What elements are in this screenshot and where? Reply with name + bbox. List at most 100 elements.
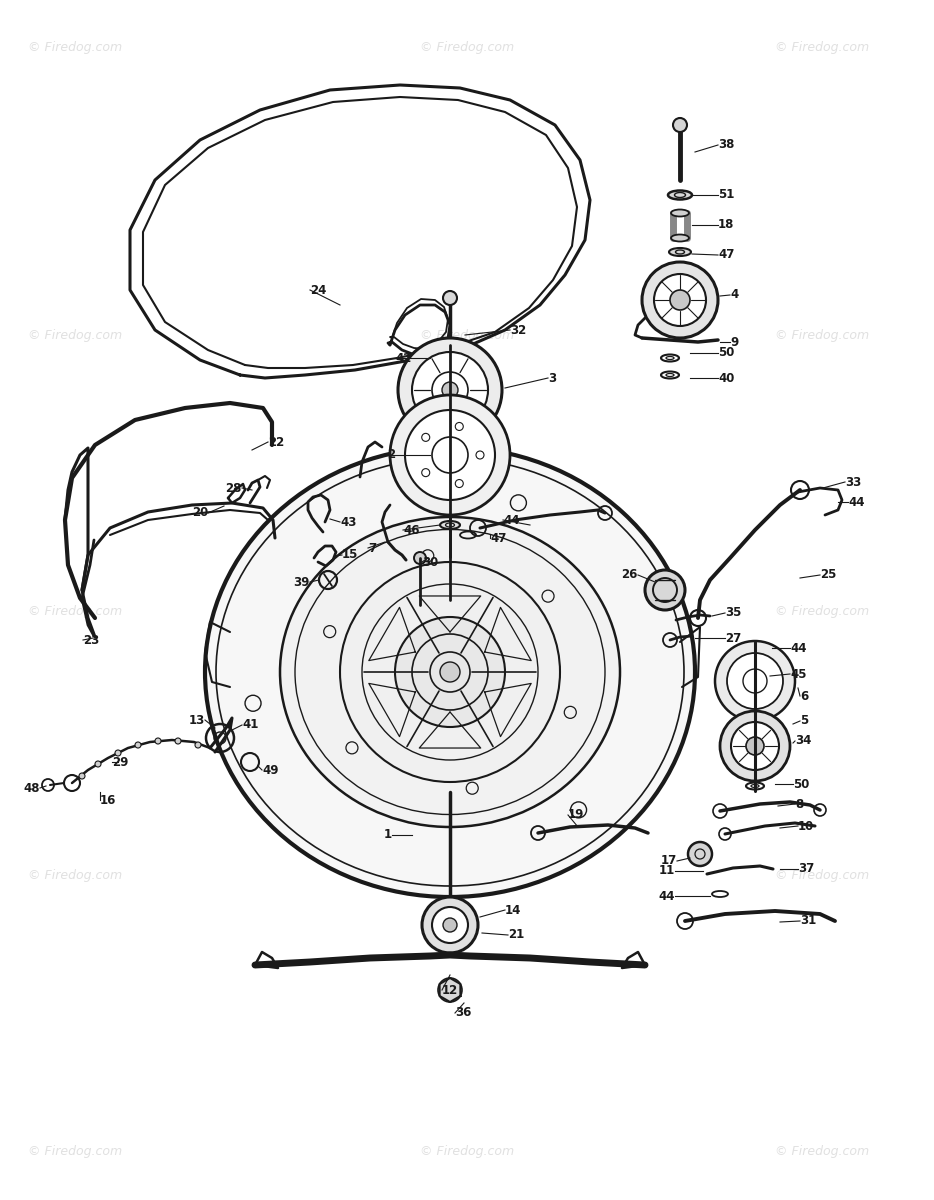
Circle shape (670, 290, 690, 310)
Text: 39: 39 (293, 576, 310, 588)
Circle shape (79, 773, 85, 779)
Text: © Firedog.com: © Firedog.com (420, 870, 514, 882)
Circle shape (443, 290, 457, 305)
Text: © Firedog.com: © Firedog.com (28, 870, 121, 882)
Circle shape (422, 898, 478, 953)
Text: 1: 1 (384, 828, 392, 841)
Text: 33: 33 (845, 475, 861, 488)
Text: © Firedog.com: © Firedog.com (420, 1146, 514, 1158)
Text: 18: 18 (718, 218, 734, 232)
Text: 47: 47 (490, 532, 506, 545)
Text: 23: 23 (83, 634, 99, 647)
Text: 38: 38 (718, 138, 734, 151)
Circle shape (390, 395, 510, 515)
Text: 16: 16 (100, 793, 117, 806)
Text: 47: 47 (718, 248, 734, 262)
Circle shape (95, 761, 101, 767)
Text: 8: 8 (795, 798, 803, 810)
Text: 26: 26 (622, 569, 638, 582)
Circle shape (673, 118, 687, 132)
Circle shape (642, 262, 718, 338)
Text: © Firedog.com: © Firedog.com (775, 870, 869, 882)
Circle shape (412, 352, 488, 428)
Text: 29: 29 (112, 756, 128, 768)
Text: 36: 36 (455, 1007, 472, 1020)
Circle shape (432, 907, 468, 943)
Text: 19: 19 (568, 809, 585, 822)
Ellipse shape (671, 210, 689, 216)
Text: 12: 12 (442, 984, 459, 996)
Text: © Firedog.com: © Firedog.com (399, 670, 535, 686)
Text: 44: 44 (658, 889, 675, 902)
Text: 44: 44 (848, 496, 865, 509)
Text: 46: 46 (403, 523, 419, 536)
Text: 50: 50 (718, 347, 734, 360)
Text: © Firedog.com: © Firedog.com (420, 606, 514, 618)
Text: 14: 14 (505, 904, 521, 917)
Text: 7: 7 (368, 541, 376, 554)
Ellipse shape (671, 234, 689, 241)
Circle shape (398, 338, 502, 442)
Circle shape (727, 653, 783, 709)
Circle shape (195, 742, 201, 748)
Circle shape (405, 410, 495, 500)
Circle shape (437, 346, 463, 371)
Text: 28: 28 (226, 481, 242, 494)
Text: 21: 21 (508, 929, 524, 942)
Text: 34: 34 (795, 734, 812, 748)
Text: 15: 15 (342, 548, 359, 562)
Text: 41: 41 (242, 719, 259, 732)
Text: 35: 35 (725, 606, 742, 619)
Text: 44: 44 (790, 642, 806, 654)
Text: 44: 44 (503, 514, 519, 527)
Ellipse shape (669, 248, 691, 256)
Text: 37: 37 (798, 863, 814, 876)
Circle shape (442, 382, 458, 398)
Circle shape (746, 737, 764, 755)
Circle shape (115, 750, 121, 756)
Circle shape (135, 742, 141, 748)
Text: 51: 51 (718, 188, 734, 202)
Circle shape (395, 617, 505, 727)
Text: © Firedog.com: © Firedog.com (775, 1146, 869, 1158)
Text: 40: 40 (718, 372, 734, 384)
Text: 45: 45 (790, 667, 806, 680)
Ellipse shape (668, 191, 692, 199)
Text: 3: 3 (548, 372, 556, 384)
Text: 6: 6 (800, 690, 808, 702)
Circle shape (720, 710, 790, 781)
Circle shape (688, 842, 712, 866)
Circle shape (715, 641, 795, 721)
Circle shape (731, 722, 779, 770)
Circle shape (175, 738, 181, 744)
Text: 31: 31 (800, 914, 816, 928)
Circle shape (445, 353, 455, 362)
Circle shape (443, 918, 457, 932)
Circle shape (654, 274, 706, 326)
Text: 2: 2 (387, 449, 395, 462)
Circle shape (645, 570, 685, 610)
Text: 13: 13 (189, 714, 205, 726)
Text: 48: 48 (23, 781, 40, 794)
Circle shape (438, 978, 462, 1002)
Circle shape (155, 738, 161, 744)
Text: 10: 10 (798, 820, 814, 833)
Text: © Firedog.com: © Firedog.com (28, 330, 121, 342)
Ellipse shape (205, 446, 695, 898)
Text: 27: 27 (725, 631, 742, 644)
Text: © Firedog.com: © Firedog.com (28, 1146, 121, 1158)
Text: © Firedog.com: © Firedog.com (420, 42, 514, 54)
Circle shape (440, 662, 460, 682)
Text: 5: 5 (800, 714, 808, 727)
Circle shape (340, 562, 560, 782)
Text: 9: 9 (730, 336, 738, 348)
Text: 50: 50 (793, 778, 810, 791)
Text: 32: 32 (510, 324, 526, 336)
Text: 20: 20 (191, 506, 208, 520)
Text: 4: 4 (730, 288, 738, 301)
Text: 25: 25 (820, 569, 836, 582)
Text: 17: 17 (660, 854, 677, 868)
Text: 30: 30 (422, 556, 438, 569)
Text: 22: 22 (268, 436, 284, 449)
Text: 11: 11 (658, 864, 675, 877)
